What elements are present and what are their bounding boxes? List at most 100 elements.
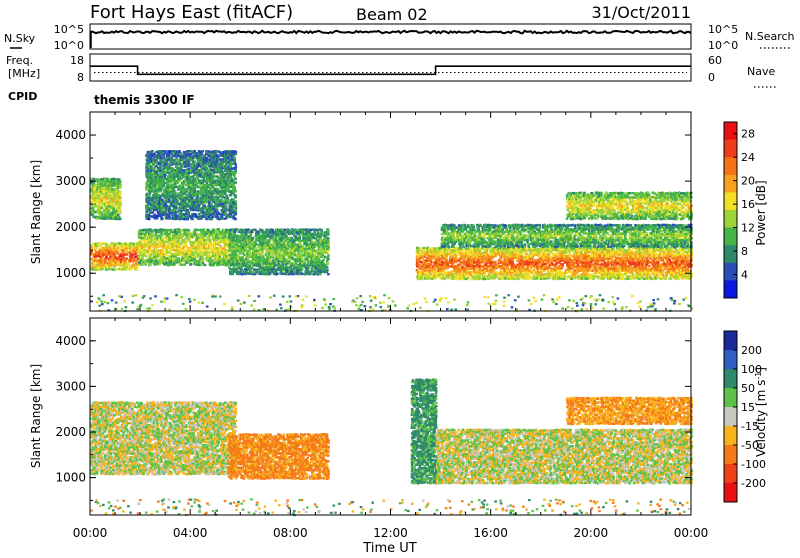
heat-cell (154, 241, 157, 243)
date-title: 31/Oct/2011 (591, 3, 691, 22)
heat-cell (180, 212, 183, 214)
heat-cell (443, 278, 446, 280)
heat-cell (276, 269, 279, 271)
heat-cell (178, 180, 181, 182)
freq-left-tick-bottom: 8 (77, 71, 84, 84)
heat-cell (247, 228, 250, 230)
nave-label: Nave (747, 65, 775, 78)
heat-cell (255, 247, 258, 249)
heat-cell (193, 163, 196, 165)
heat-cell (276, 273, 279, 275)
heat-cell (177, 258, 180, 260)
heat-cell (150, 170, 153, 172)
freq-right-tick-top: 60 (708, 54, 722, 67)
heat-cell (158, 214, 161, 216)
heat-cell (111, 183, 114, 185)
heat-cell (320, 231, 323, 233)
heat-cell (239, 264, 242, 266)
heat-cell (174, 159, 177, 161)
heat-cell (159, 165, 162, 167)
heat-cell (119, 205, 122, 207)
heat-cell (300, 271, 303, 273)
heat-cell (242, 229, 245, 231)
heat-cell (270, 247, 273, 249)
heat-cell (140, 239, 143, 241)
heat-cell (236, 269, 239, 271)
heat-cell (217, 244, 220, 246)
heat-cell (142, 255, 145, 257)
heat-cell (223, 229, 226, 231)
heat-cell (327, 237, 330, 239)
heat-cell (205, 245, 208, 247)
heat-cell (326, 269, 329, 271)
heat-cell (119, 211, 122, 213)
heat-cell (206, 171, 209, 173)
heat-cell (94, 199, 97, 201)
cpid-value: themis 3300 IF (94, 93, 195, 107)
heat-cell (140, 235, 143, 237)
heat-cell (203, 204, 206, 206)
heat-cell (251, 229, 254, 231)
heat-cell (158, 212, 161, 214)
heat-cell (318, 245, 321, 247)
heat-cell (104, 262, 107, 264)
heat-cell (445, 258, 448, 260)
heat-cell (233, 186, 236, 188)
heat-cell (262, 256, 265, 258)
heat-cell (151, 150, 154, 152)
heat-cell (235, 151, 238, 153)
heat-cell (153, 169, 156, 171)
heat-cell (162, 237, 165, 239)
heat-cell (235, 166, 238, 168)
heat-cell (176, 199, 179, 201)
heat-cell (168, 154, 171, 156)
heat-cell (264, 269, 267, 271)
heat-cell (145, 165, 148, 167)
heat-cell (170, 217, 173, 219)
heat-cell (193, 150, 196, 152)
heat-cell (94, 196, 97, 198)
heat-cell (120, 201, 123, 203)
heat-cell (327, 229, 330, 231)
heat-cell (217, 188, 220, 190)
heat-cell (235, 203, 238, 205)
heat-cell (184, 192, 187, 194)
heat-cell (295, 235, 298, 237)
heat-cell (194, 190, 197, 192)
heat-cell (232, 180, 235, 182)
heat-cell (204, 264, 207, 266)
heat-cell (293, 247, 296, 249)
heat-cell (125, 253, 128, 255)
heat-cell (98, 242, 101, 244)
heat-cell (293, 240, 296, 242)
heat-cell (226, 214, 229, 216)
heat-cell (106, 264, 109, 266)
heat-cell (196, 182, 199, 184)
heat-cell (144, 237, 147, 239)
heat-cell (151, 200, 154, 202)
heat-cell (184, 243, 187, 245)
heat-cell (185, 190, 188, 192)
heat-cell (113, 207, 116, 209)
heat-cell (119, 218, 122, 220)
heat-cell (224, 235, 227, 237)
heat-cell (269, 258, 272, 260)
heat-cell (191, 218, 194, 220)
heat-cell (219, 245, 222, 247)
heat-cell (278, 263, 281, 265)
heat-cell (175, 207, 178, 209)
heat-cell (180, 152, 183, 154)
heat-cell (234, 190, 237, 192)
heat-cell (245, 233, 248, 235)
heat-cell (234, 194, 237, 196)
heat-cell (103, 247, 106, 249)
heat-cell (136, 266, 139, 268)
heat-cell (261, 273, 264, 275)
heat-cell (242, 256, 245, 258)
heat-cell (176, 231, 179, 233)
heat-cell (151, 211, 154, 213)
heat-cell (193, 160, 196, 162)
heat-cell (150, 254, 153, 256)
heat-cell (327, 254, 330, 256)
